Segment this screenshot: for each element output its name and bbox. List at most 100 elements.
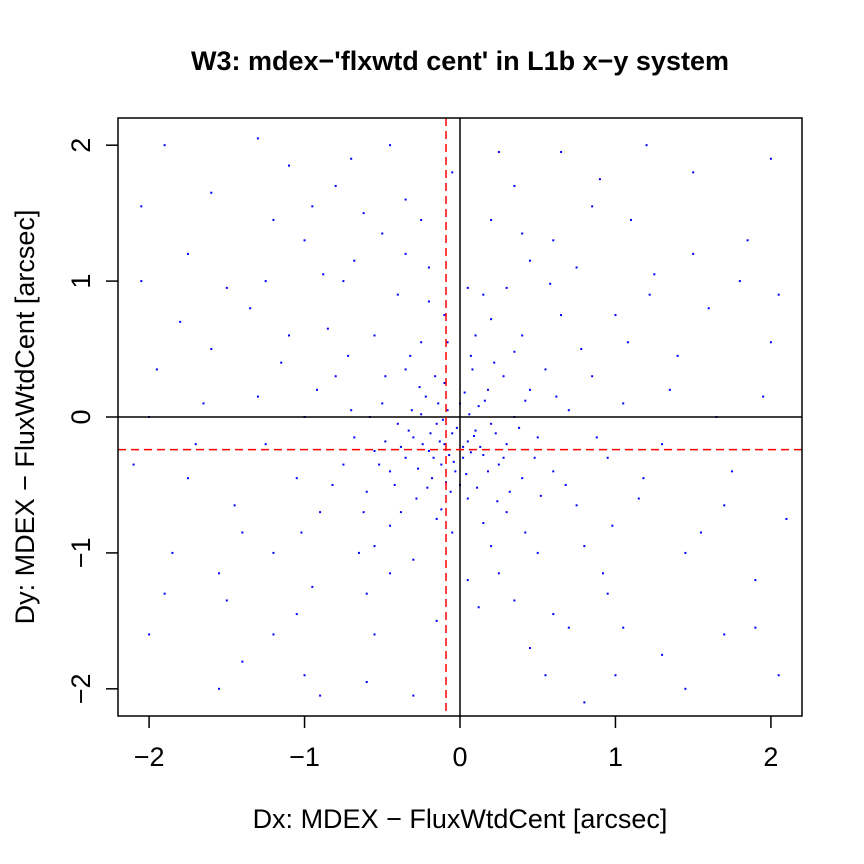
data-point: [723, 633, 726, 636]
data-point: [462, 445, 465, 448]
data-point: [465, 473, 468, 476]
data-point: [661, 443, 664, 446]
data-point: [474, 334, 477, 337]
data-point: [404, 456, 407, 459]
data-point: [186, 477, 189, 480]
data-point: [497, 150, 500, 153]
data-point: [373, 633, 376, 636]
data-point: [754, 626, 757, 629]
data-point: [508, 490, 511, 493]
data-point: [539, 494, 542, 497]
data-point: [466, 440, 469, 443]
y-tick-label: −1: [66, 538, 96, 569]
data-point: [769, 157, 772, 160]
data-point: [421, 443, 424, 446]
data-point: [365, 490, 368, 493]
data-point: [256, 137, 259, 140]
data-point: [479, 445, 482, 448]
data-point: [194, 443, 197, 446]
data-point: [637, 497, 640, 500]
data-point: [533, 456, 536, 459]
data-point: [622, 402, 625, 405]
data-point: [322, 273, 325, 276]
data-point: [528, 388, 531, 391]
data-point: [630, 218, 632, 221]
data-point: [567, 626, 570, 629]
data-point: [415, 497, 418, 500]
data-point: [451, 531, 454, 534]
data-point: [249, 307, 252, 310]
data-point: [626, 341, 629, 344]
data-point: [404, 368, 407, 371]
data-point: [443, 443, 446, 446]
data-point: [482, 293, 485, 296]
data-point: [684, 687, 687, 690]
data-point: [477, 405, 480, 408]
data-point: [785, 517, 788, 520]
data-point: [412, 558, 415, 561]
data-point: [468, 413, 471, 416]
data-point: [552, 470, 555, 473]
data-point: [528, 259, 531, 262]
data-point: [140, 205, 143, 208]
data-point: [446, 409, 449, 412]
data-point: [241, 660, 244, 663]
data-point: [472, 435, 475, 438]
y-tick-label: −2: [66, 673, 96, 704]
data-point: [210, 348, 213, 351]
data-point: [443, 314, 446, 317]
data-point: [614, 314, 617, 317]
data-point: [518, 426, 521, 429]
data-point: [536, 436, 539, 439]
data-point: [347, 354, 350, 357]
data-point: [661, 653, 664, 656]
data-point: [449, 490, 452, 493]
data-point: [353, 436, 356, 439]
data-point: [132, 463, 135, 466]
data-point: [171, 551, 174, 554]
data-point: [218, 572, 221, 575]
data-point: [432, 456, 435, 459]
data-point: [591, 375, 594, 378]
data-point: [521, 477, 524, 480]
data-point: [611, 524, 614, 527]
data-point: [163, 144, 166, 147]
data-point: [437, 402, 440, 405]
data-point: [300, 531, 303, 534]
data-point: [653, 273, 656, 276]
data-point: [466, 286, 469, 289]
data-point: [417, 467, 420, 470]
data-point: [326, 327, 329, 330]
data-point: [762, 395, 765, 398]
data-point: [331, 483, 334, 486]
data-point: [505, 443, 508, 446]
data-point: [396, 293, 399, 296]
data-point: [420, 341, 423, 344]
data-point: [381, 232, 384, 235]
data-point: [409, 354, 412, 357]
data-point: [486, 470, 489, 473]
data-point: [303, 674, 306, 677]
data-point: [389, 470, 392, 473]
data-point: [560, 150, 563, 153]
data-point: [426, 486, 429, 489]
data-point: [723, 504, 726, 507]
data-point: [179, 320, 182, 323]
data-point: [494, 432, 497, 435]
data-point: [288, 164, 290, 167]
data-point: [707, 307, 710, 310]
data-point: [769, 341, 772, 344]
data-point: [365, 681, 368, 684]
data-point: [334, 184, 337, 187]
data-point: [342, 463, 345, 466]
data-point: [399, 511, 402, 514]
data-point: [463, 391, 466, 394]
data-point: [264, 443, 267, 446]
data-point: [560, 314, 563, 317]
data-point: [427, 449, 430, 452]
x-axis-label: Dx: MDEX − FluxWtdCent [arcsec]: [253, 804, 668, 834]
data-point: [218, 687, 221, 690]
data-point: [469, 451, 472, 454]
data-point: [552, 239, 555, 242]
